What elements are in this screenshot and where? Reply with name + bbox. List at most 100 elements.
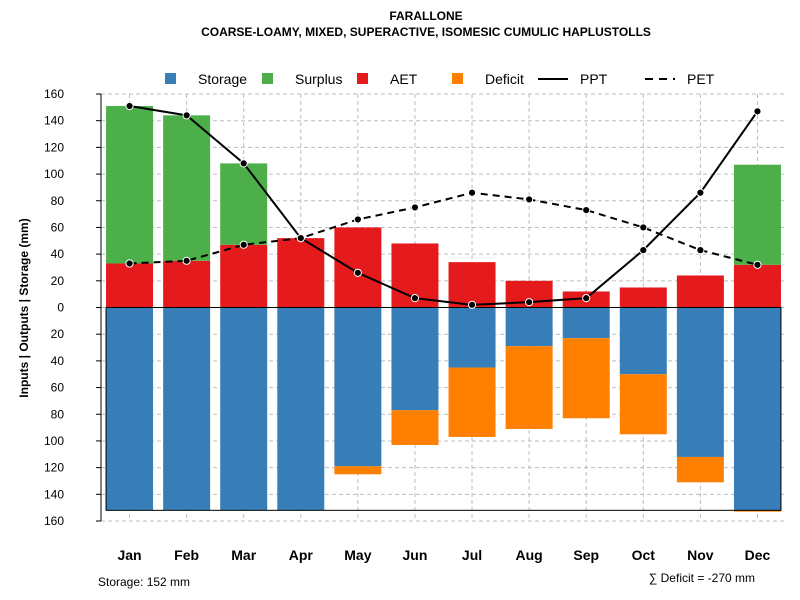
y-tick-label: 160 [44, 87, 64, 101]
bar-deficit-jun [391, 410, 439, 445]
point-pet-jan [125, 259, 134, 268]
x-tick-label-mar: Mar [231, 547, 256, 563]
y-tick-label: 60 [51, 381, 65, 395]
bar-storage-mar [220, 307, 268, 511]
y-tick-label: 100 [44, 167, 64, 181]
bar-deficit-dec [733, 510, 781, 512]
point-ppt-may [353, 268, 362, 277]
bar-aet-nov [676, 275, 724, 308]
y-tick-label: 20 [51, 327, 65, 341]
chart-subtitle: COARSE-LOAMY, MIXED, SUPERACTIVE, ISOMES… [201, 25, 651, 39]
bar-storage-sep [562, 307, 610, 339]
point-ppt-jun [410, 294, 420, 303]
legend-label-pet: PET [687, 71, 715, 87]
bar-storage-may [334, 307, 382, 467]
bar-storage-nov [676, 307, 724, 457]
legend-swatch-aet [357, 73, 368, 84]
bar-storage-jun [391, 307, 439, 411]
bar-aet-jan [106, 263, 154, 308]
y-tick-label: 40 [51, 354, 65, 368]
point-pet-mar [239, 240, 248, 249]
point-ppt-nov [696, 188, 705, 197]
bar-aet-oct [619, 287, 667, 308]
point-ppt-oct [639, 246, 648, 255]
bar-surplus-feb [163, 115, 211, 261]
legend-label-surplus: Surplus [295, 71, 342, 87]
bar-aet-dec [733, 264, 781, 308]
y-tick-label: 60 [51, 220, 65, 234]
bars [106, 106, 781, 512]
bar-storage-oct [619, 307, 667, 375]
point-ppt-dec [753, 107, 762, 116]
bar-aet-mar [220, 244, 268, 308]
bar-aet-jul [448, 262, 496, 308]
x-tick-label-feb: Feb [174, 547, 199, 563]
point-ppt-mar [239, 159, 248, 168]
bar-storage-aug [505, 307, 553, 347]
legend-swatch-surplus [262, 73, 273, 84]
bar-aet-apr [277, 238, 325, 308]
legend-swatch-deficit [452, 73, 463, 84]
point-pet-oct [639, 223, 648, 232]
x-tick-label-aug: Aug [516, 547, 543, 563]
point-pet-jun [410, 203, 420, 212]
x-tick-label-may: May [344, 547, 371, 563]
point-pet-aug [525, 195, 534, 204]
legend: Storage Surplus AET Deficit PPT PET [165, 71, 715, 87]
storage-note: Storage: 152 mm [98, 575, 190, 589]
y-tick-label: 160 [44, 514, 64, 528]
point-ppt-apr [296, 234, 305, 243]
bar-storage-jan [106, 307, 154, 511]
bar-surplus-mar [220, 163, 268, 245]
legend-label-aet: AET [390, 71, 418, 87]
point-pet-nov [696, 246, 705, 255]
x-tick-label-oct: Oct [632, 547, 656, 563]
point-ppt-feb [182, 111, 191, 120]
deficit-note: ∑ Deficit = -270 mm [649, 571, 755, 585]
point-pet-jul [467, 188, 477, 197]
bar-aet-may [334, 227, 382, 308]
point-pet-may [353, 215, 362, 224]
bar-storage-apr [277, 307, 325, 511]
y-tick-label: 20 [51, 274, 65, 288]
bar-deficit-sep [562, 338, 610, 419]
series-points [125, 101, 762, 309]
legend-label-storage: Storage [198, 71, 247, 87]
bar-aet-feb [163, 260, 211, 308]
point-ppt-aug [525, 298, 534, 307]
x-tick-label-dec: Dec [745, 547, 771, 563]
bar-surplus-jan [106, 106, 154, 264]
x-tick-label-apr: Apr [289, 547, 314, 563]
legend-label-ppt: PPT [580, 71, 608, 87]
bar-surplus-dec [733, 164, 781, 265]
x-tick-label-jul: Jul [462, 547, 482, 563]
series-lines [129, 105, 759, 306]
bar-storage-dec [733, 307, 781, 511]
legend-swatch-storage [165, 73, 176, 84]
y-tick-label: 40 [51, 247, 65, 261]
point-ppt-jul [467, 300, 477, 309]
y-tick-label: 80 [51, 407, 65, 421]
bar-storage-feb [163, 307, 211, 511]
axes: 160 140 120 100 80 60 40 20 0 20 40 60 80 100 120 140 16… [44, 87, 782, 563]
y-tick-label: 120 [44, 461, 64, 475]
x-tick-label-jun: Jun [403, 547, 428, 563]
legend-label-deficit: Deficit [485, 71, 524, 87]
line-ppt [129, 105, 759, 306]
bar-deficit-oct [619, 374, 667, 435]
y-axis-label: Inputs | Outputs | Storage (mm) [17, 218, 31, 397]
point-ppt-jan [125, 101, 134, 111]
y-tick-label: 120 [44, 140, 64, 154]
bar-storage-jul [448, 307, 496, 368]
y-tick-label: 140 [44, 487, 64, 501]
point-pet-feb [182, 256, 191, 265]
y-tick-label: 80 [51, 194, 65, 208]
bar-deficit-may [334, 466, 382, 475]
point-pet-sep [582, 205, 591, 215]
bar-deficit-jul [448, 367, 496, 437]
y-tick-label: 140 [44, 114, 64, 128]
point-pet-dec [753, 260, 762, 269]
x-tick-label-nov: Nov [687, 547, 714, 563]
chart-title: FARALLONE [389, 9, 462, 23]
